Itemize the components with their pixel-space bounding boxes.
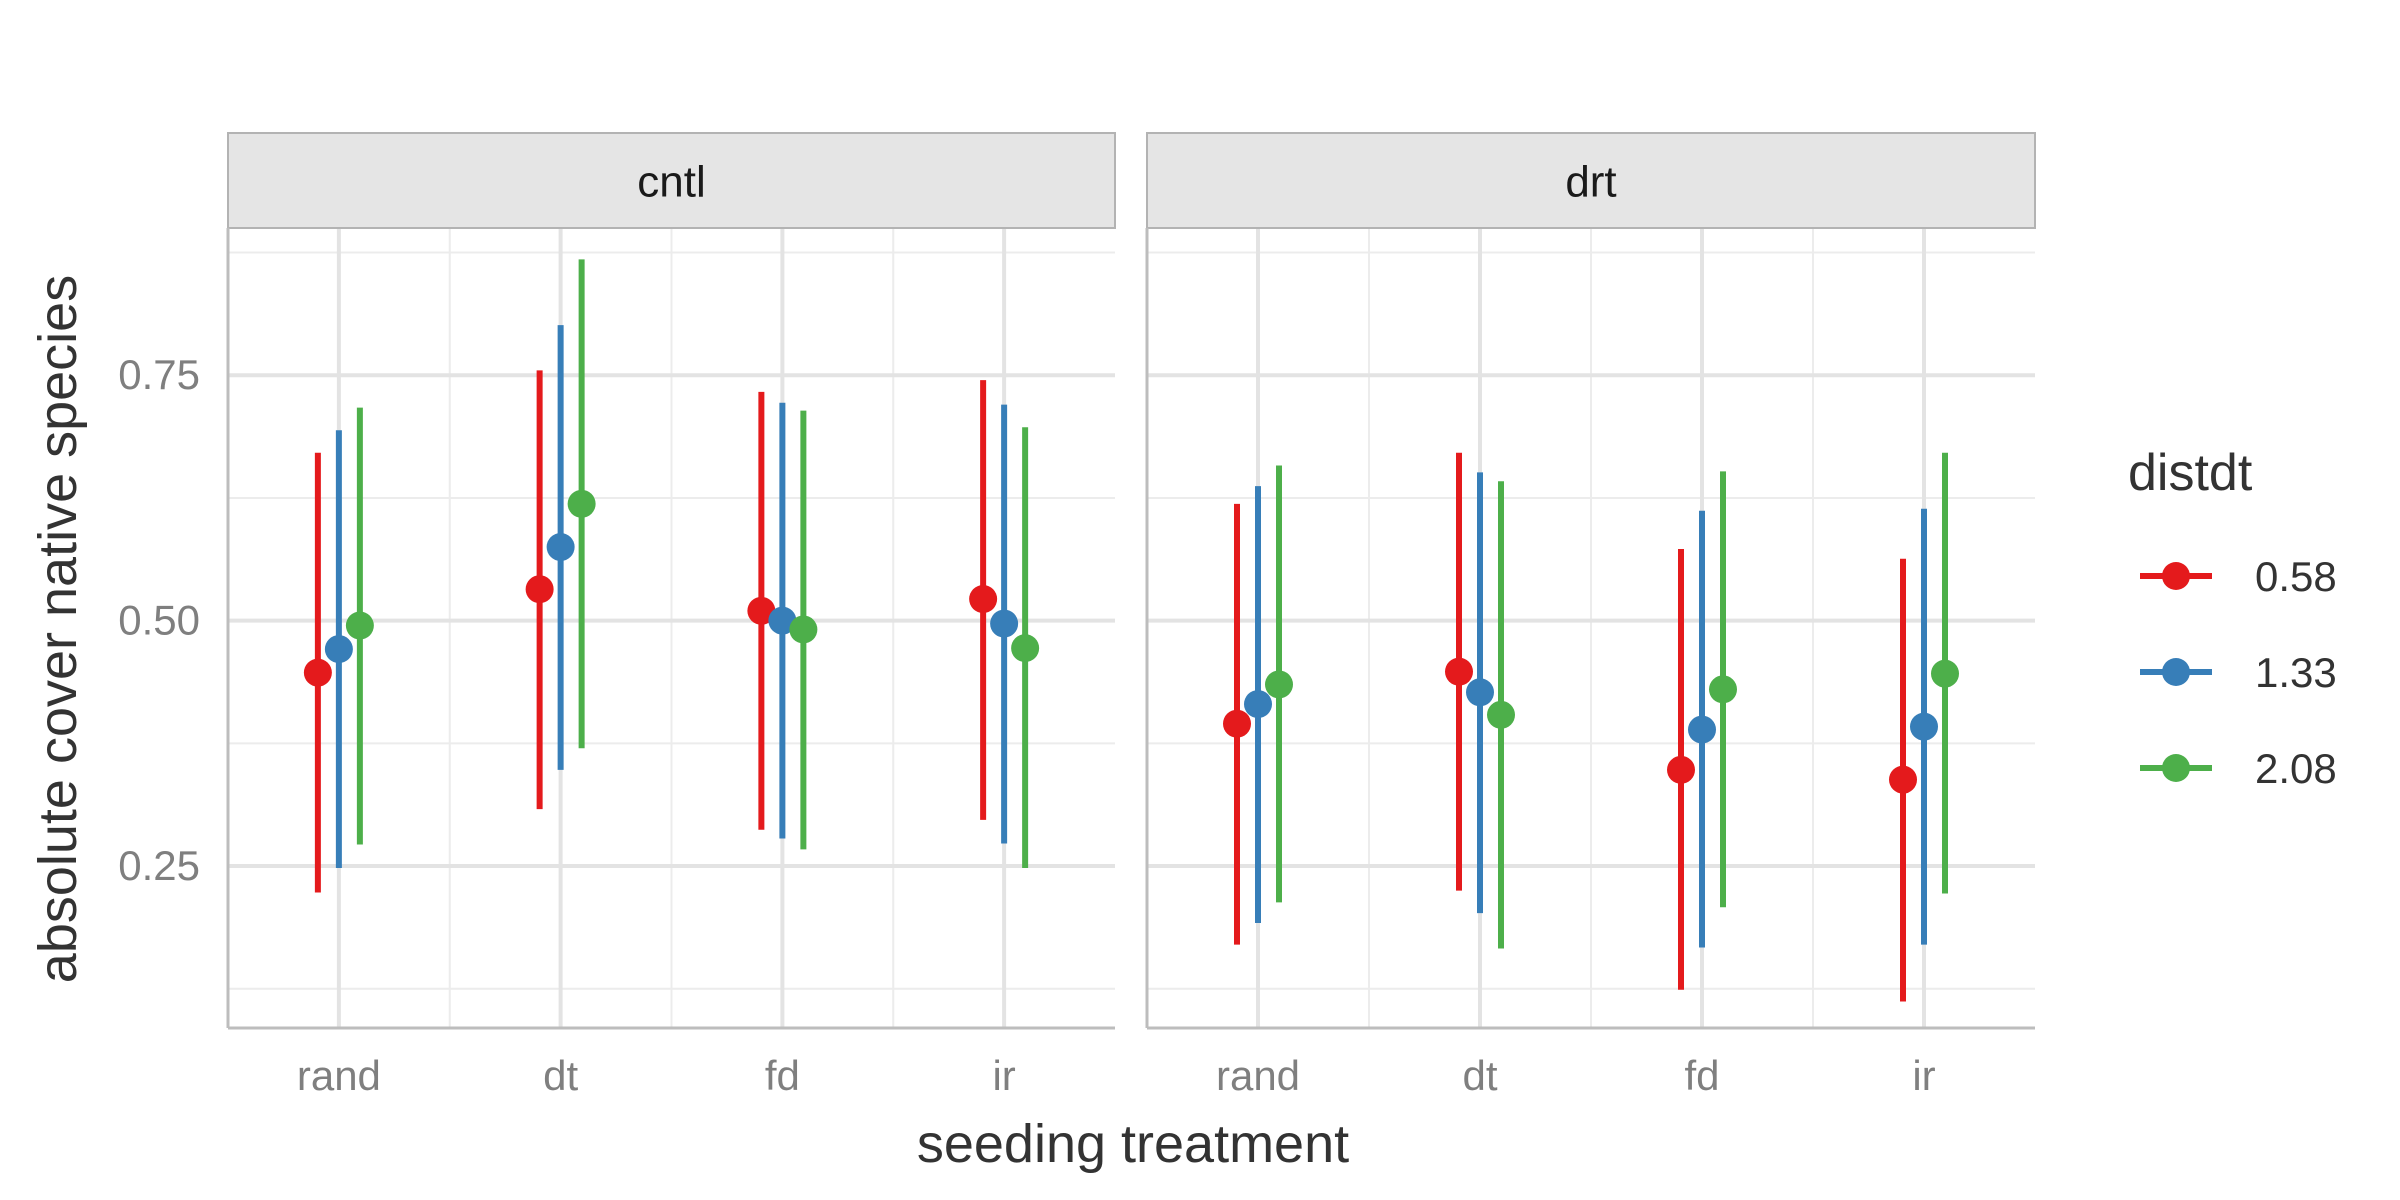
x-tick-label: ir: [992, 1052, 1015, 1099]
series-1.33: [1244, 472, 1938, 948]
x-tick-label: fd: [1684, 1052, 1719, 1099]
series-0.58: [303, 370, 998, 893]
y-tick-label: 0.25: [118, 842, 200, 889]
data-point: [1244, 690, 1272, 719]
y-axis-title: absolute cover native species: [28, 275, 88, 983]
data-point: [567, 489, 596, 518]
legend-label: 0.58: [2255, 553, 2337, 600]
data-point: [1466, 678, 1494, 707]
data-point: [1931, 659, 1959, 688]
data-point: [1709, 675, 1737, 704]
data-point: [1688, 715, 1716, 744]
data-point: [525, 575, 554, 604]
data-point: [969, 585, 998, 614]
facet-strip-label: cntl: [637, 158, 705, 207]
legend-key-point: [2162, 562, 2190, 590]
data-point: [990, 609, 1019, 638]
data-point: [546, 533, 575, 562]
x-tick-label: dt: [543, 1052, 578, 1099]
series-1.33: [324, 325, 1019, 868]
y-tick-label: 0.50: [118, 597, 200, 644]
data-point: [345, 611, 374, 640]
legend-key-point: [2162, 658, 2190, 686]
x-tick-label: rand: [297, 1052, 381, 1099]
x-tick-label: dt: [1462, 1052, 1497, 1099]
x-axis-title: seeding treatment: [917, 1114, 1349, 1174]
legend: distdt 0.58 1.33 2.08: [2128, 444, 2337, 792]
panel-drt: drt rand dt fd ir: [1145, 132, 2036, 1099]
x-tick-label: fd: [765, 1052, 800, 1099]
legend-entry-0.58: 0.58: [2140, 553, 2337, 600]
facet-strip: [1146, 132, 2036, 229]
x-tick-label: rand: [1216, 1052, 1300, 1099]
legend-label: 2.08: [2255, 745, 2337, 792]
legend-title: distdt: [2128, 444, 2253, 502]
data-point: [1910, 712, 1938, 741]
series-0.58: [1223, 452, 1917, 1002]
legend-entry-2.08: 2.08: [2140, 745, 2337, 792]
legend-label: 1.33: [2255, 649, 2337, 696]
legend-key-point: [2162, 754, 2190, 782]
data-point: [1487, 700, 1515, 729]
x-tick-label: ir: [1912, 1052, 1935, 1099]
legend-entry-1.33: 1.33: [2140, 649, 2337, 696]
data-point: [1223, 709, 1251, 738]
data-point: [789, 615, 818, 644]
facet-strip-label: drt: [1565, 158, 1616, 207]
series-2.08: [345, 259, 1040, 868]
data-point: [747, 596, 776, 625]
data-point: [1011, 634, 1040, 663]
data-point: [768, 606, 797, 635]
y-tick-label: 0.75: [118, 351, 200, 398]
data-point: [1889, 765, 1917, 794]
data-point: [324, 635, 353, 664]
panels-layer: cntl rand dt fd ir 0.25 0.50 0.75 drt rand dt fd ir: [118, 132, 2036, 1099]
series-2.08: [1265, 452, 1959, 949]
data-point: [1445, 657, 1473, 686]
panel-cntl: cntl rand dt fd ir 0.25 0.50 0.75: [118, 132, 1116, 1099]
data-point: [1667, 755, 1695, 784]
facet-strip: [227, 132, 1116, 229]
data-point: [1265, 670, 1293, 699]
data-point: [303, 658, 332, 687]
